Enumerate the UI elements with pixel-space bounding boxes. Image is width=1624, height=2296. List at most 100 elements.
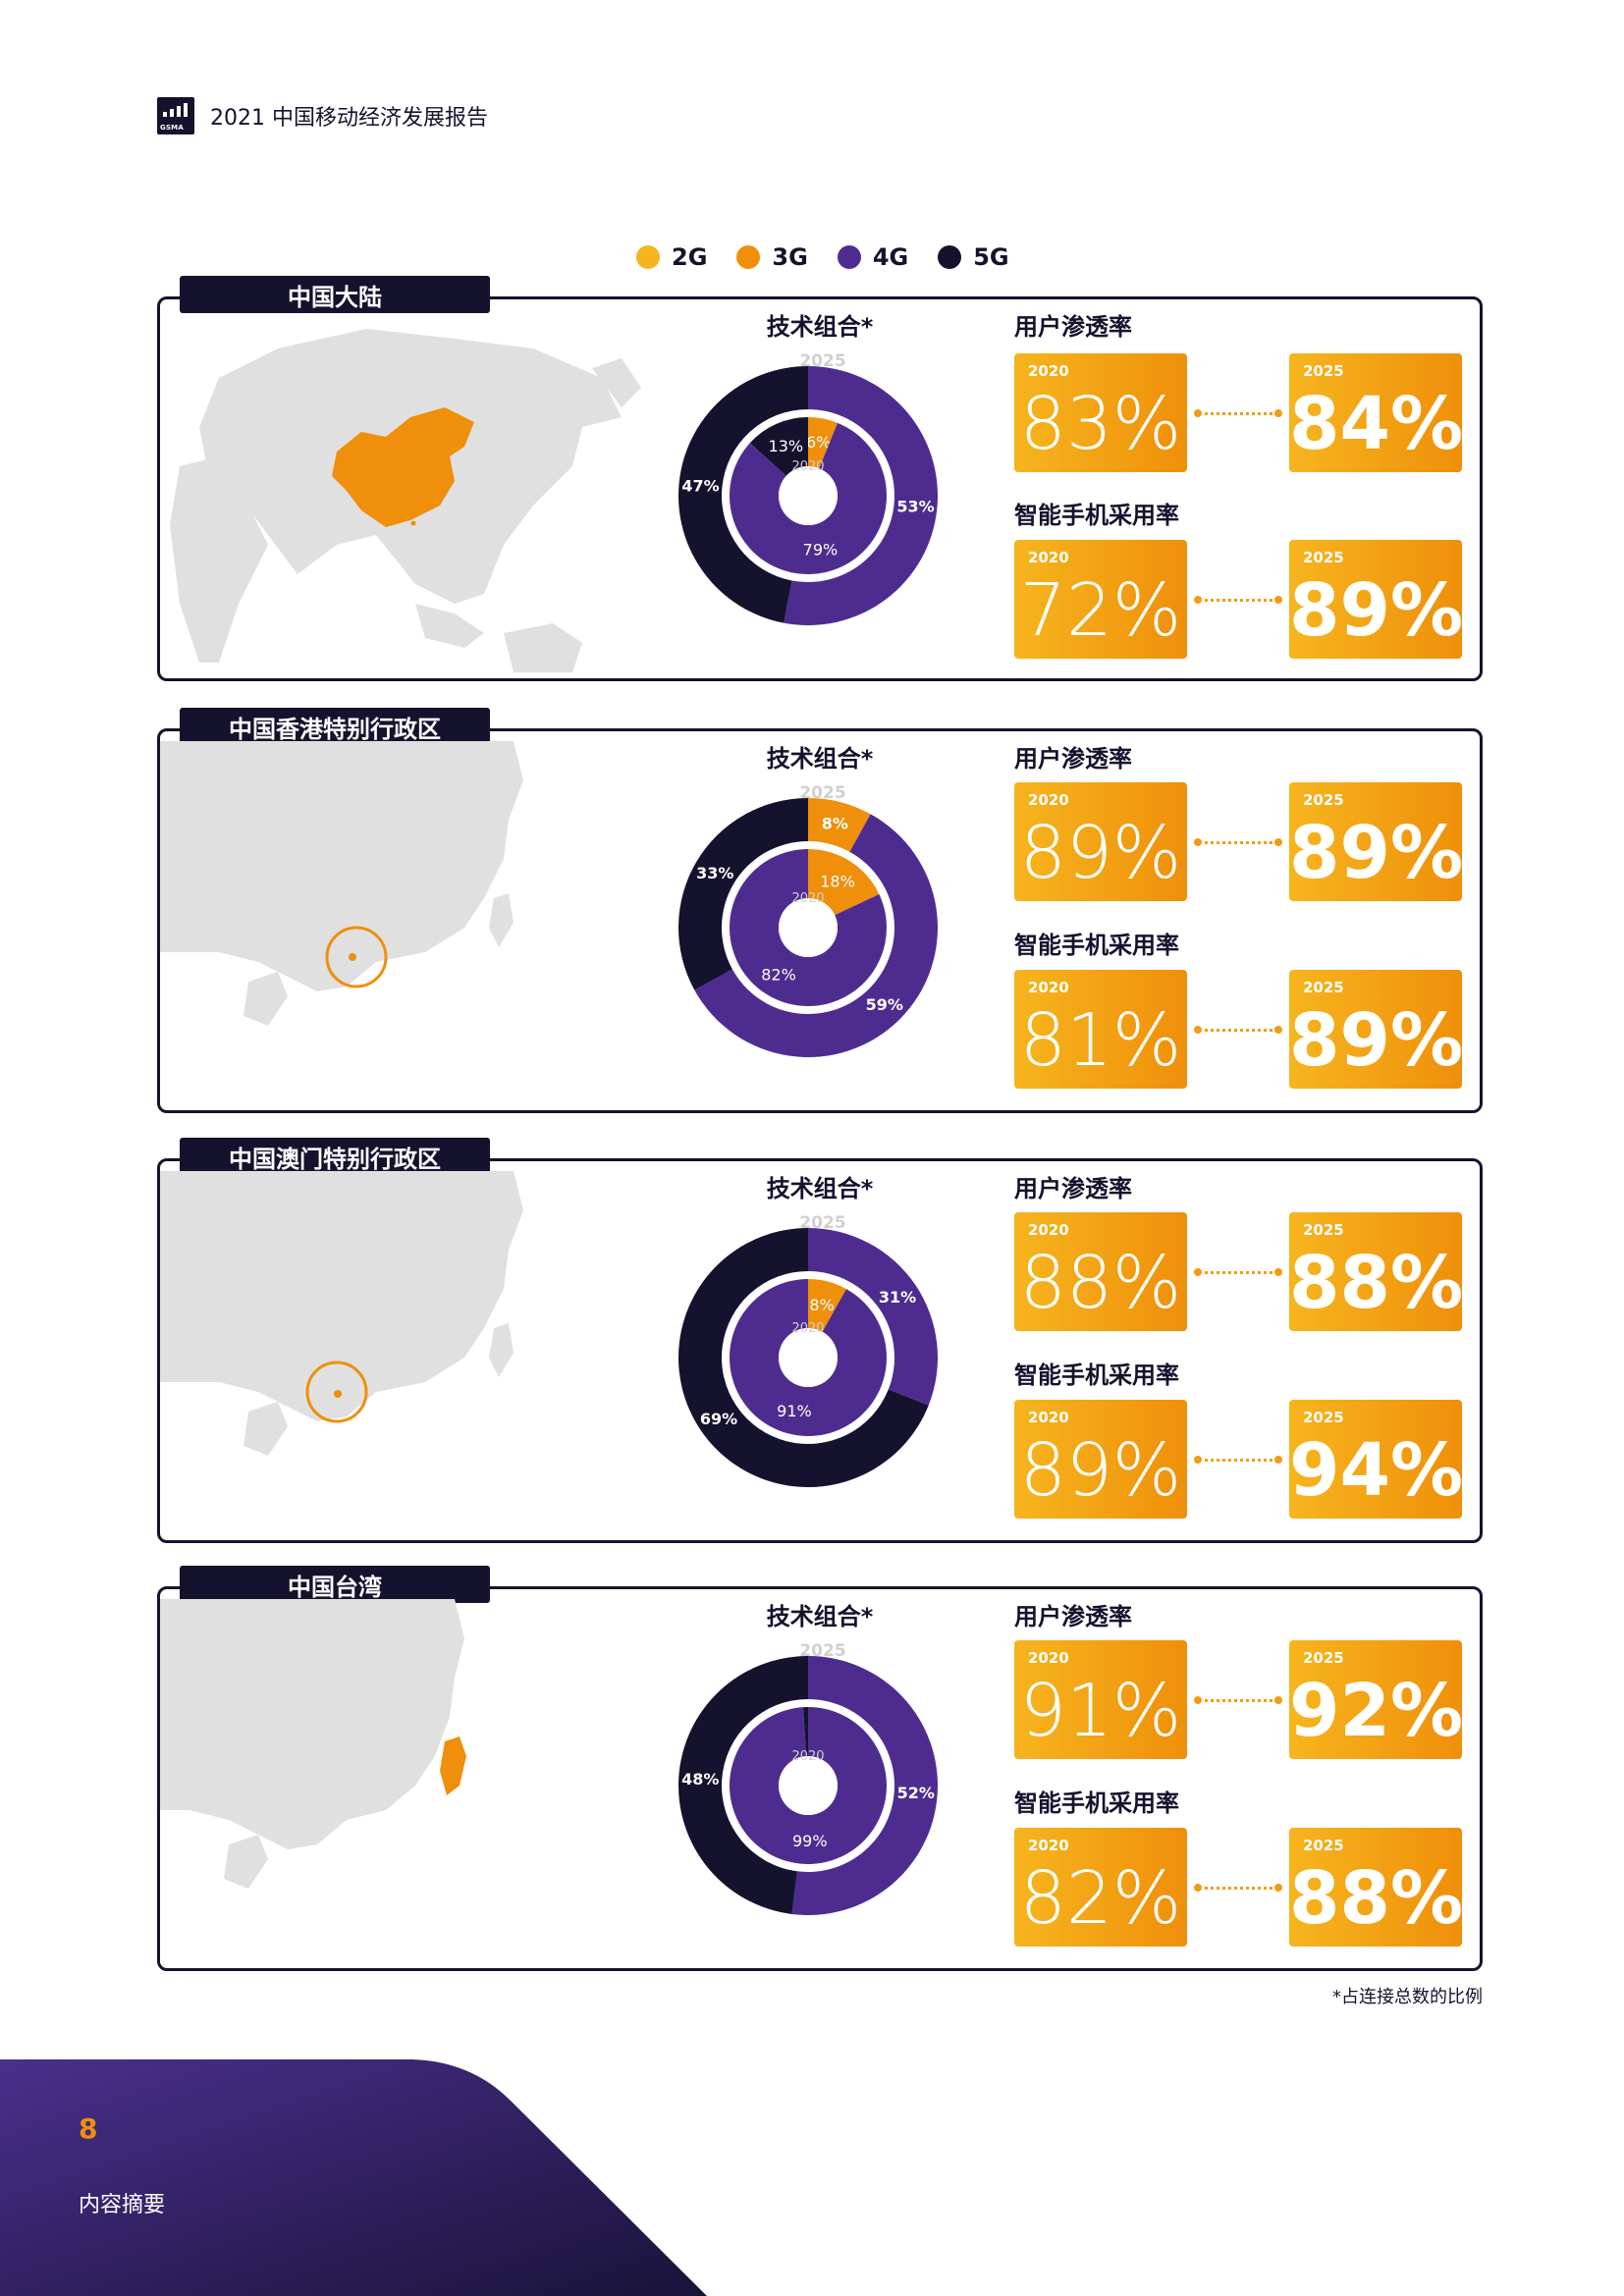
legend-item-2g: 2G — [636, 243, 707, 271]
penetration-2020-box: 2020 83% — [1014, 353, 1187, 472]
connector-dots — [1194, 1456, 1282, 1466]
outer-ring-slice-5g — [678, 1656, 808, 1914]
inner-ring-label-3g: 18% — [820, 873, 855, 891]
smartphone-2020-box: 2020 81% — [1014, 970, 1187, 1089]
outer-ring-label-4g: 53% — [896, 497, 934, 515]
tech-mix-donut: 2025 31% 69% 8% 91% 2020 — [678, 1213, 938, 1487]
smartphone-2020-value: 82% — [1019, 1856, 1182, 1941]
inner-ring-slice-5g — [749, 417, 808, 476]
penetration-2020-box: 2020 88% — [1014, 1212, 1187, 1331]
outer-ring-label-3g: 8% — [822, 814, 848, 832]
smartphone-2025-box: 2025 88% — [1289, 1828, 1464, 1947]
tech-mix-donut: 2025 53% 47% 6% 79% 13% 2020 — [677, 351, 938, 625]
section-name: 内容摘要 — [79, 2193, 166, 2217]
inner-ring-slice-4g — [730, 849, 887, 1006]
inner-ring-label-3g: 8% — [809, 1296, 834, 1314]
penetration-title: 用户渗透率 — [1014, 745, 1132, 773]
region-panel-mainland: 中国大陆 技术组合* 2025 53% 47% 6% 79% 13% 2020 用户渗透率 … — [157, 276, 1483, 681]
taiwan-highlight — [440, 1736, 466, 1795]
year-label: 2025 — [1303, 362, 1344, 380]
hongkong-marker-ring — [325, 926, 388, 988]
year-label: 2020 — [1028, 979, 1069, 996]
year-label: 2020 — [1028, 791, 1069, 809]
chart-title: 技术组合* — [766, 745, 874, 773]
year-label: 2020 — [1028, 549, 1069, 566]
year-label: 2025 — [1303, 1221, 1344, 1239]
smartphone-title: 智能手机采用率 — [1014, 1362, 1179, 1389]
inner-ring-label-4g: 91% — [777, 1402, 812, 1420]
outer-ring-slice-5g — [678, 798, 808, 990]
legend-label: 5G — [973, 243, 1009, 271]
legend-label: 2G — [672, 243, 708, 271]
year-label: 2020 — [1028, 1837, 1069, 1854]
chart-title: 技术组合* — [766, 1175, 874, 1202]
smartphone-2025-value: 89% — [1289, 998, 1464, 1083]
report-title: 2021 中国移动经济发展报告 — [210, 106, 488, 131]
penetration-2020-value: 83% — [1019, 382, 1182, 466]
donut-hole — [779, 1756, 838, 1815]
outer-year-label: 2025 — [799, 351, 845, 371]
inner-ring-slice-3g — [808, 417, 839, 469]
macau-marker-ring — [305, 1361, 368, 1423]
penetration-2020-value: 88% — [1019, 1241, 1182, 1325]
inner-ring-slice-3g — [808, 849, 880, 916]
year-label: 2025 — [1303, 1837, 1344, 1854]
penetration-title: 用户渗透率 — [1014, 1175, 1132, 1202]
inner-ring-slice-3g — [808, 1279, 846, 1332]
region-label: 中国大陆 — [180, 276, 490, 313]
outer-ring-slice-5g — [678, 1228, 929, 1487]
penetration-2025-box: 2025 89% — [1289, 782, 1463, 901]
penetration-2025-box: 2025 92% — [1289, 1640, 1464, 1759]
region-map — [160, 741, 523, 1026]
penetration-2020-value: 91% — [1019, 1669, 1182, 1753]
outer-year-label: 2025 — [799, 1213, 845, 1233]
inner-year-label: 2020 — [791, 1321, 824, 1336]
legend-label: 3G — [772, 243, 808, 271]
outer-ring-slice-4g — [784, 366, 938, 625]
region-panel-macau: 中国澳门特别行政区 技术组合* 2025 31% 69% 8% 91% 2020 用户渗透… — [157, 1138, 1483, 1543]
legend-swatch — [938, 245, 962, 269]
chart-title: 技术组合* — [766, 313, 874, 341]
inner-ring-slice-4g — [730, 422, 887, 574]
smartphone-2025-box: 2025 89% — [1289, 970, 1464, 1089]
smartphone-2025-value: 89% — [1289, 568, 1464, 653]
penetration-2025-value: 88% — [1289, 1241, 1464, 1325]
legend-swatch — [837, 245, 861, 269]
smartphone-2025-value: 88% — [1289, 1856, 1464, 1941]
penetration-2025-value: 92% — [1289, 1669, 1464, 1753]
gsma-logo: GSMA — [157, 97, 194, 134]
year-label: 2025 — [1303, 1649, 1344, 1667]
smartphone-title: 智能手机采用率 — [1014, 502, 1179, 529]
connector-dots — [1194, 1884, 1282, 1894]
year-label: 2025 — [1303, 979, 1344, 996]
macau-marker — [334, 1390, 342, 1398]
outer-ring-slice-3g — [808, 798, 871, 852]
legend-item-5g: 5G — [938, 243, 1009, 271]
region-map — [160, 1171, 523, 1456]
region-panel-taiwan: 中国台湾 技术组合* 2025 52% 48% 99% 2020 用户渗透率 2020 … — [157, 1566, 1483, 1971]
inner-ring-label-5g: 13% — [769, 437, 804, 455]
connector-dots — [1194, 596, 1282, 606]
inner-ring-label-4g: 79% — [803, 541, 839, 560]
donut-hole — [779, 1328, 838, 1387]
year-label: 2025 — [1303, 791, 1344, 809]
connector-dots — [1194, 1696, 1282, 1706]
inner-ring-label-4g: 99% — [792, 1832, 828, 1850]
outer-ring-label-5g: 48% — [681, 1770, 719, 1789]
page-number: 8 — [79, 2112, 98, 2145]
smartphone-2020-box: 2020 82% — [1014, 1828, 1187, 1947]
smartphone-2025-box: 2025 89% — [1289, 540, 1464, 659]
outer-ring-slice-5g — [677, 366, 808, 623]
penetration-2025-box: 2025 88% — [1289, 1212, 1464, 1331]
penetration-title: 用户渗透率 — [1014, 313, 1132, 341]
year-label: 2025 — [1303, 549, 1344, 566]
legend-item-4g: 4G — [837, 243, 908, 271]
inner-ring-label-4g: 82% — [761, 965, 796, 984]
tech-mix-donut: 2025 8% 59% 33% 18% 82% 2020 — [678, 783, 938, 1057]
smartphone-2025-box: 2025 94% — [1289, 1400, 1463, 1519]
penetration-2020-value: 89% — [1019, 811, 1182, 895]
outer-ring-slice-4g — [791, 1656, 938, 1915]
world-map — [170, 329, 641, 672]
smartphone-2020-value: 89% — [1019, 1428, 1182, 1513]
connector-dots — [1194, 1026, 1282, 1036]
